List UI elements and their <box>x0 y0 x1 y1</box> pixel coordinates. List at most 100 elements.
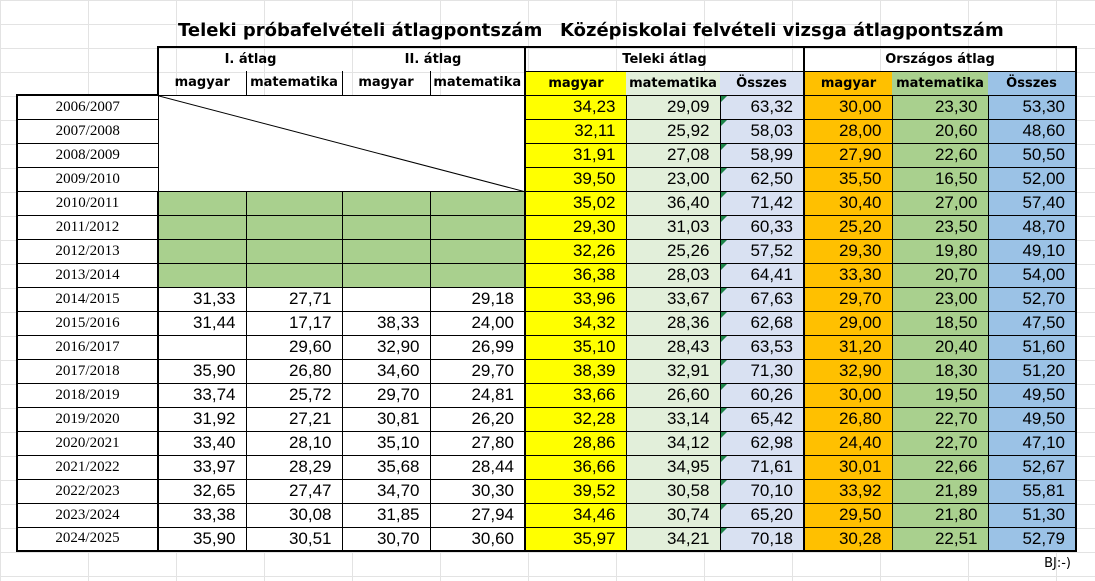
teleki-total-cell: 63,32 <box>719 94 805 120</box>
proba-value-cell: 34,60 <box>341 358 431 384</box>
orszagos-total-cell: 48,70 <box>987 214 1077 240</box>
teleki-value-cell: 36,38 <box>524 262 627 288</box>
proba-missing-cell <box>341 262 431 288</box>
teleki-matek-header: matematika <box>626 70 720 95</box>
teleki-value-cell: 25,26 <box>625 238 721 264</box>
teleki-value-cell: 34,21 <box>625 526 721 552</box>
teleki-osszes-header: Összes <box>720 70 804 95</box>
proba-matek-1-header: matematika <box>246 71 343 95</box>
orszagos-total-cell: 52,00 <box>987 166 1077 192</box>
proba-value-cell: 27,71 <box>245 286 343 312</box>
teleki-value-cell: 25,92 <box>625 118 721 144</box>
table-row: 2020/2021 33,40 28,10 35,10 27,80 28,86 34,12 6… <box>16 430 1077 456</box>
proba-value-cell: 28,10 <box>245 430 343 456</box>
table-row: 2013/2014 36,38 28,03 64,41 33,30 20,70 54,00 <box>16 262 1077 288</box>
teleki-total-cell: 71,61 <box>719 454 805 480</box>
teleki-value-cell: 33,66 <box>524 382 627 408</box>
orszagos-total-cell: 48,60 <box>987 118 1077 144</box>
orszagos-total-cell: 52,67 <box>987 454 1077 480</box>
proba-missing-cell <box>245 238 343 264</box>
orszagos-total-cell: 51,60 <box>987 334 1077 360</box>
proba-missing-cell <box>245 190 343 216</box>
orszagos-total-cell: 50,50 <box>987 142 1077 168</box>
teleki-value-cell: 33,96 <box>524 286 627 312</box>
proba-value-cell: 35,10 <box>341 430 431 456</box>
proba-value-cell: 24,81 <box>429 382 526 408</box>
orszagos-value-cell: 27,00 <box>891 190 989 216</box>
sub-header-row: magyar matematika magyar matematika magy… <box>17 70 1077 95</box>
teleki-total-cell: 65,42 <box>719 406 805 432</box>
orszagos-value-cell: 23,00 <box>891 286 989 312</box>
corner-cell <box>17 47 158 71</box>
proba-value-cell: 29,18 <box>429 286 526 312</box>
year-cell: 2008/2009 <box>16 142 159 168</box>
proba-value-cell: 27,94 <box>429 502 526 528</box>
teleki-value-cell: 23,00 <box>625 166 721 192</box>
proba-value-cell <box>341 286 431 312</box>
orszagos-value-cell: 32,90 <box>803 358 893 384</box>
orszagos-total-cell: 49,10 <box>987 238 1077 264</box>
table-body: 2006/2007 34,23 29,09 63,32 30,00 23,30 53,30 2… <box>16 94 1077 552</box>
teleki-value-cell: 35,97 <box>524 526 627 552</box>
year-cell: 2022/2023 <box>16 478 159 504</box>
table-row: 2010/2011 35,02 36,40 71,42 30,40 27,00 57,40 <box>16 190 1077 216</box>
orszagos-value-cell: 30,40 <box>803 190 893 216</box>
orszagos-total-cell: 51,20 <box>987 358 1077 384</box>
teleki-total-cell: 60,26 <box>719 382 805 408</box>
table-row: 2021/2022 33,97 28,29 35,68 28,44 36,66 34,95 7… <box>16 454 1077 480</box>
proba-value-cell: 30,70 <box>341 526 431 552</box>
teleki-value-cell: 34,12 <box>625 430 721 456</box>
proba-value-cell: 31,33 <box>157 286 247 312</box>
proba-value-cell <box>157 334 247 360</box>
teleki-header: Teleki átlag <box>524 46 804 71</box>
teleki-value-cell: 32,28 <box>524 406 627 432</box>
year-cell: 2014/2015 <box>16 286 159 312</box>
table-row: 2016/2017 29,60 32,90 26,99 35,10 28,43 63,53 3… <box>16 334 1077 360</box>
teleki-value-cell: 32,26 <box>524 238 627 264</box>
teleki-total-cell: 62,98 <box>719 430 805 456</box>
orszagos-value-cell: 29,00 <box>803 310 893 336</box>
orszagos-total-cell: 54,00 <box>987 262 1077 288</box>
orszagos-value-cell: 22,60 <box>891 142 989 168</box>
orszagos-value-cell: 19,80 <box>891 238 989 264</box>
proba-missing-cell <box>341 238 431 264</box>
teleki-total-cell: 57,52 <box>719 238 805 264</box>
teleki-value-cell: 33,14 <box>625 406 721 432</box>
orszagos-value-cell: 28,00 <box>803 118 893 144</box>
teleki-value-cell: 36,66 <box>524 454 627 480</box>
proba-missing-cell <box>429 214 526 240</box>
orszagos-total-cell: 53,30 <box>987 94 1077 120</box>
proba-value-cell: 29,70 <box>341 382 431 408</box>
proba-missing-cell <box>157 214 247 240</box>
orszagos-value-cell: 22,70 <box>891 430 989 456</box>
year-cell: 2018/2019 <box>16 382 159 408</box>
teleki-value-cell: 34,46 <box>524 502 627 528</box>
orszagos-total-cell: 55,81 <box>987 478 1077 504</box>
avg2-header: II. átlag <box>342 46 525 71</box>
teleki-value-cell: 32,11 <box>524 118 627 144</box>
table-row: 2015/2016 31,44 17,17 38,33 24,00 34,32 28,36 6… <box>16 310 1077 336</box>
proba-value-cell: 31,85 <box>341 502 431 528</box>
proba-magyar-2-header: magyar <box>342 71 431 95</box>
teleki-total-cell: 58,99 <box>719 142 805 168</box>
teleki-value-cell: 34,23 <box>524 94 627 120</box>
proba-value-cell: 25,72 <box>245 382 343 408</box>
orszagos-value-cell: 25,20 <box>803 214 893 240</box>
table-row: 2012/2013 32,26 25,26 57,52 29,30 19,80 49,10 <box>16 238 1077 264</box>
teleki-value-cell: 38,39 <box>524 358 627 384</box>
orszagos-value-cell: 29,30 <box>803 238 893 264</box>
orszagos-value-cell: 30,00 <box>803 94 893 120</box>
orszagos-value-cell: 29,70 <box>803 286 893 312</box>
proba-value-cell: 34,70 <box>341 478 431 504</box>
table-row: 2024/2025 35,90 30,51 30,70 30,60 35,97 34,21 7… <box>16 526 1077 552</box>
orszagos-value-cell: 33,30 <box>803 262 893 288</box>
orszagos-osszes-header: Összes <box>988 70 1077 95</box>
proba-value-cell: 26,99 <box>429 334 526 360</box>
orszagos-value-cell: 21,89 <box>891 478 989 504</box>
table-row: 2007/2008 32,11 25,92 58,03 28,00 20,60 48,60 <box>16 118 1077 144</box>
proba-value-cell: 17,17 <box>245 310 343 336</box>
teleki-value-cell: 34,95 <box>625 454 721 480</box>
group-header-row: I. átlag II. átlag Teleki átlag Országos… <box>17 46 1077 71</box>
orszagos-value-cell: 22,66 <box>891 454 989 480</box>
year-cell: 2007/2008 <box>16 118 159 144</box>
